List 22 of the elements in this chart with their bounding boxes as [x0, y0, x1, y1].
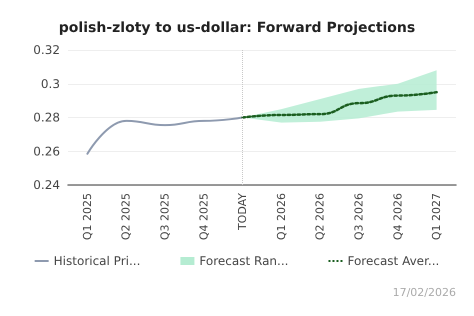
x-tick-label: Q3 2026: [352, 193, 366, 240]
x-tick-label: TODAY: [236, 192, 250, 232]
x-tick-label: Q1 2027: [430, 193, 444, 240]
y-tick-label: 0.28: [33, 110, 60, 124]
legend-label: Historical Pri...: [54, 254, 140, 268]
x-tick-label: Q1 2025: [80, 193, 94, 240]
chart-title: polish-zloty to us-dollar: Forward Projections: [58, 20, 416, 36]
y-tick-label: 0.24: [33, 178, 60, 192]
legend-label: Forecast Ran...: [199, 254, 288, 268]
text: 17/02/2026: [392, 286, 456, 299]
y-tick-label: 0.26: [33, 144, 60, 158]
x-tick-label: Q2 2026: [314, 193, 327, 240]
x-tick-label: Q2 2025: [120, 193, 133, 240]
line-series: [86, 116, 244, 155]
x-tick-label: Q3 2025: [158, 193, 172, 240]
x-tick-label: Q4 2025: [197, 193, 210, 240]
y-tick-label: 0.32: [33, 43, 60, 57]
y-tick-label: 0.3: [40, 76, 60, 91]
x-tick-label: Q4 2026: [391, 193, 404, 240]
line-series: [241, 90, 438, 119]
x-tick-label: Q1 2026: [274, 193, 288, 240]
legend-label: Forecast Aver...: [347, 254, 440, 268]
